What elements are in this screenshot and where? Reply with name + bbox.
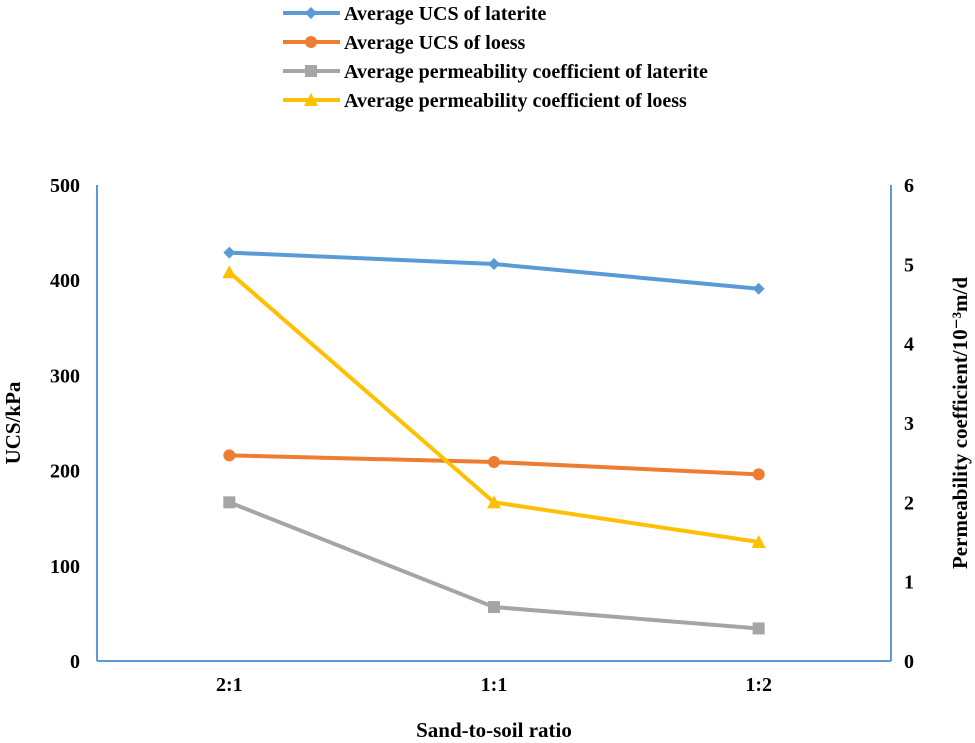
y-tick-label: 0 bbox=[70, 651, 80, 673]
y-axis-title: UCS/kPa bbox=[1, 381, 25, 464]
data-point bbox=[487, 495, 501, 509]
legend-label: Average permeability coefficient of late… bbox=[344, 61, 708, 83]
data-point bbox=[223, 496, 236, 509]
data-point bbox=[223, 246, 236, 259]
y-tick-label: 400 bbox=[50, 270, 80, 292]
data-point bbox=[752, 282, 765, 295]
y2-axis-title: Permeability coefficient/10⁻³m/d bbox=[948, 277, 972, 569]
data-point bbox=[222, 265, 237, 279]
y-tick-label: 200 bbox=[50, 461, 80, 483]
x-tick-label: 1:1 bbox=[481, 674, 508, 696]
y-tick-label: 100 bbox=[50, 556, 80, 578]
y-tick-label: 500 bbox=[50, 175, 80, 197]
legend-label: Average permeability coefficient of loes… bbox=[344, 90, 687, 112]
y2-tick-label: 1 bbox=[904, 572, 914, 594]
data-point bbox=[488, 258, 500, 271]
x-tick-label: 2:1 bbox=[216, 674, 243, 696]
ticks: 0 100 200 300 400 500 0 1 2 3 4 5 6 2:1 1:1 1:2 bbox=[50, 175, 914, 696]
x-tick-label: 1:2 bbox=[745, 674, 772, 696]
series-group bbox=[222, 246, 766, 635]
data-point bbox=[488, 456, 500, 469]
legend-marker bbox=[305, 65, 317, 77]
data-point bbox=[751, 535, 766, 548]
y2-tick-label: 5 bbox=[904, 254, 914, 276]
x-axis-title: Sand-to-soil ratio bbox=[416, 718, 572, 742]
legend-label: Average UCS of laterite bbox=[344, 3, 546, 25]
y2-tick-label: 2 bbox=[904, 492, 914, 514]
legend-marker bbox=[304, 93, 318, 106]
data-point bbox=[223, 449, 236, 462]
y2-tick-label: 3 bbox=[904, 413, 914, 435]
legend: Average UCS of laterite Average UCS of lo… bbox=[283, 3, 708, 112]
data-point bbox=[752, 468, 765, 481]
y2-tick-label: 0 bbox=[904, 651, 914, 673]
data-point bbox=[488, 601, 500, 614]
y2-tick-label: 4 bbox=[904, 334, 914, 356]
legend-marker bbox=[305, 36, 317, 48]
y-tick-label: 300 bbox=[50, 365, 80, 387]
y2-tick-label: 6 bbox=[904, 175, 914, 197]
legend-marker bbox=[305, 7, 317, 19]
data-point bbox=[752, 622, 765, 635]
legend-label: Average UCS of loess bbox=[344, 32, 525, 54]
axes bbox=[96, 185, 892, 662]
